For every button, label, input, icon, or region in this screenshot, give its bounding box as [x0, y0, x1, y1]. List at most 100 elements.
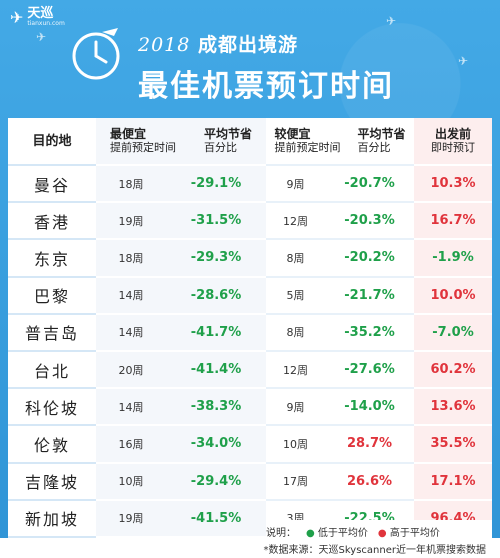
last-minute-cell: 13.6% [414, 389, 492, 427]
last-minute-change: 35.5% [430, 436, 476, 452]
destination-cell: 普吉岛 [8, 314, 96, 352]
best-weeks: 19周 [118, 512, 144, 526]
cheaper-saving: -27.6% [344, 362, 395, 378]
header-cheap-sub: 提前预定时间 [274, 141, 341, 154]
brand-logo: ✈ 天巡 tianxun.com [10, 6, 65, 27]
legend: 说明： ● 低于平均价 ● 高于平均价 [266, 524, 440, 539]
best-saving: -34.0% [190, 436, 242, 452]
booking-table: 目的地 最便宜 提前预定时间 平均节省 百分比 较便宜 提前预定时间 平均节省 百分比 … [8, 118, 492, 538]
best-weeks: 16周 [118, 437, 144, 451]
cheaper-cell: 12周 -20.3% [266, 203, 414, 241]
header-cheap-title: 较便宜 [274, 127, 311, 141]
destination-name: 东京 [33, 249, 70, 269]
cheaper-saving: 28.7% [346, 436, 393, 452]
cheaper-saving: -21.7% [344, 287, 395, 303]
header-last-sub: 即时预订 [431, 141, 475, 154]
cheaper-weeks: 12周 [283, 363, 308, 377]
cheaper-saving: -14.0% [344, 399, 395, 415]
best-cell: 14周 -28.6% [96, 277, 266, 315]
best-saving: -29.4% [190, 473, 242, 489]
best-cell: 18周 -29.1% [96, 166, 266, 204]
cheaper-cell: 8周 -35.2% [266, 314, 414, 352]
best-weeks: 10周 [118, 475, 144, 489]
last-minute-cell: -1.9% [414, 240, 492, 278]
title-year: 2018 [138, 34, 191, 56]
legend-high: 高于平均价 [389, 528, 440, 539]
destination-name: 巴黎 [33, 287, 70, 307]
last-minute-cell: 35.5% [414, 426, 492, 464]
header-save-sub: 百分比 [203, 141, 237, 154]
cheaper-cell: 8周 -20.2% [266, 240, 414, 278]
best-cell: 14周 -38.3% [96, 389, 266, 427]
cheaper-weeks: 10周 [283, 437, 308, 451]
green-dot-icon: ● [306, 528, 315, 539]
last-minute-cell: 16.7% [414, 203, 492, 241]
best-saving: -28.6% [190, 287, 242, 303]
best-cell: 14周 -41.7% [96, 314, 266, 352]
last-minute-change: -1.9% [432, 250, 474, 266]
header-last-title: 出发前 [434, 127, 471, 141]
cheaper-saving: 26.6% [346, 473, 393, 489]
destination-cell: 香港 [8, 203, 96, 241]
legend-bg [266, 520, 492, 538]
title-line1: 2018 成都出境游 [138, 30, 394, 57]
best-cell: 10周 -29.4% [96, 463, 266, 501]
destination-cell: 巴黎 [8, 277, 96, 315]
cheaper-weeks: 17周 [283, 475, 308, 489]
cheaper-cell: 17周 26.6% [266, 463, 414, 501]
header-cheaper: 较便宜 提前预定时间 平均节省 百分比 [266, 118, 414, 166]
last-minute-cell: 60.2% [414, 351, 492, 390]
best-saving: -31.5% [190, 213, 242, 229]
last-minute-cell: 10.3% [414, 166, 492, 204]
best-weeks: 18周 [118, 251, 144, 265]
destination-name: 科伦坡 [24, 398, 79, 418]
destination-cell: 科伦坡 [8, 389, 96, 427]
last-minute-change: 10.0% [430, 287, 476, 303]
destination-cell: 吉隆坡 [8, 463, 96, 501]
best-weeks: 18周 [118, 177, 144, 191]
best-saving: -29.3% [190, 250, 242, 266]
best-cell: 19周 -31.5% [96, 203, 266, 241]
best-saving: -38.3% [190, 399, 242, 415]
cheaper-weeks: 9周 [286, 400, 305, 414]
cheaper-saving: -35.2% [344, 324, 395, 340]
last-minute-change: 16.7% [430, 213, 476, 229]
header-best-sub: 提前预定时间 [109, 141, 176, 154]
cheaper-weeks: 8周 [286, 251, 305, 265]
best-cell: 20周 -41.4% [96, 351, 266, 390]
plane-icon: ✈ [386, 14, 397, 28]
last-minute-change: 17.1% [430, 473, 476, 489]
header-destination: 目的地 [8, 118, 96, 166]
last-minute-cell: -7.0% [414, 314, 492, 352]
best-saving: -41.5% [190, 510, 242, 526]
best-saving: -41.7% [190, 324, 242, 340]
destination-name: 普吉岛 [24, 324, 79, 344]
legend-low: 低于平均价 [317, 528, 368, 539]
destination-cell: 曼谷 [8, 166, 96, 204]
brand-name: 天巡 [27, 6, 54, 21]
page-title: 最佳机票预订时间 [138, 69, 394, 104]
cheaper-saving: -20.3% [344, 213, 395, 229]
plane-icon: ✈ [458, 54, 469, 68]
cheaper-weeks: 12周 [283, 214, 308, 228]
destination-name: 香港 [33, 212, 70, 232]
cheaper-cell: 9周 -14.0% [266, 389, 414, 427]
cheaper-cell: 5周 -21.7% [266, 277, 414, 315]
last-minute-change: 13.6% [430, 399, 476, 415]
header-save-title: 平均节省 [203, 127, 252, 141]
destination-cell: 东京 [8, 240, 96, 278]
destination-name: 伦敦 [33, 435, 70, 455]
bird-icon: ✈ [10, 8, 24, 27]
footer-source: *数据来源：天巡Skyscanner近一年机票搜索数据 [0, 538, 500, 558]
cheaper-cell: 12周 -27.6% [266, 351, 414, 390]
destination-cell: 台北 [8, 351, 96, 390]
best-weeks: 14周 [118, 400, 144, 414]
header-best-title: 最便宜 [109, 127, 146, 141]
header-last-minute: 出发前 即时预订 [414, 118, 492, 166]
destination-cell: 新加坡 [8, 500, 96, 538]
last-minute-cell: 17.1% [414, 463, 492, 501]
brand-sub: tianxun.com [27, 20, 65, 27]
cheaper-saving: -20.2% [344, 250, 395, 266]
destination-name: 新加坡 [24, 510, 79, 530]
destination-name: 台北 [33, 361, 70, 381]
